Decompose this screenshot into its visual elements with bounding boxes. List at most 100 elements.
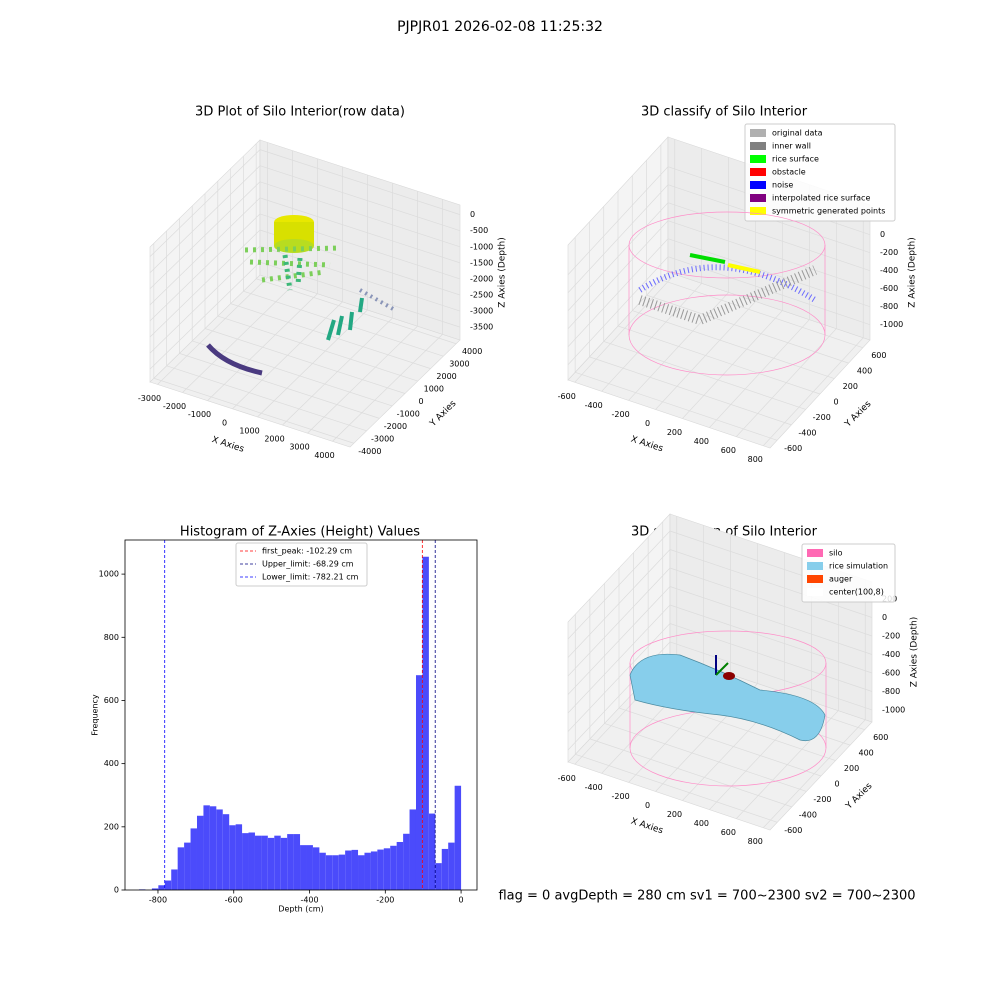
bar [390,845,397,890]
y-tick-label: -200 [813,413,831,422]
grid-line [575,371,778,441]
legend-swatch [807,549,823,557]
legend-label: first_peak: -102.29 cm [262,547,352,556]
grid-line [567,530,671,640]
grid-line [149,245,261,354]
grid-line [256,278,457,345]
legend-swatch [807,562,823,570]
x-tick-label: -600 [225,896,243,905]
legend-swatch [750,129,766,137]
grid-line [567,586,671,695]
bar [254,835,262,890]
grid-line [149,229,261,338]
y-tick-label: -1000 [397,409,420,418]
bar [454,785,462,890]
bar [203,805,210,890]
bar [216,809,223,890]
grid-line [153,377,354,444]
grid-line [179,353,380,419]
grid-line [149,181,261,290]
y-tick-label: 600 [104,696,119,705]
deco-shape [689,253,726,264]
z-tick-label: 0 [880,230,885,239]
bar [338,854,346,890]
back-pane [259,139,461,341]
grid-line [667,238,871,308]
z-axis-label: Z Axies (Depth) [908,237,918,308]
y-tick-label: 600 [873,733,888,742]
x-tick-label: -600 [558,774,576,783]
x-tick-label: -200 [612,792,630,801]
x-tick-label: 0 [459,896,464,905]
bar [229,825,236,890]
bar [306,845,313,890]
grid-line [667,220,871,290]
x-tick-label: 0 [645,801,650,810]
x-tick-label: 600 [721,828,736,837]
legend-box [744,123,896,222]
y-tick-label: -3000 [371,434,394,443]
deco-shape [244,245,341,283]
bar [345,850,352,890]
deco-shape [638,264,817,303]
legend-label: rice surface [772,155,819,164]
grid-line [669,549,873,618]
bar [293,834,301,890]
x-tick-label: 800 [748,837,763,846]
z-tick-label: -3000 [470,307,493,316]
bar [196,815,204,890]
bar [332,855,339,890]
deco-shape [723,672,735,680]
footer-text: flag = 0 avgDepth = 280 cm sv1 = 700~230… [498,889,915,904]
z-tick-label: -1000 [880,320,903,329]
x-tick-label: 2000 [264,435,284,444]
grid-line [660,279,863,349]
bar [448,842,455,890]
bar [222,814,230,890]
legend-swatch [750,155,766,163]
bar [209,806,217,890]
grid-line [259,165,461,232]
y-tick-label: 400 [857,367,872,376]
x-tick-label: 1000 [239,426,259,435]
y-tick-label: 1000 [99,570,119,579]
bar [415,675,423,890]
grid-line [669,567,873,637]
bar [428,813,436,890]
x-tick-label: 400 [694,819,709,828]
y-tick-label: 600 [871,351,886,360]
bar [351,849,359,890]
z-tick-label: -600 [882,668,900,677]
z-tick-label: -600 [880,284,898,293]
x-tick-label: -3000 [138,394,161,403]
y-tick-label: 3000 [449,360,469,369]
bar [184,842,191,890]
x-tick-label: 600 [721,446,736,455]
deco-shape [359,288,396,312]
deco-shape [282,254,303,291]
deco-shape [206,343,263,376]
y-tick-label: 200 [104,822,119,831]
legend-box [235,542,368,587]
bar [312,847,320,890]
bar [267,837,275,890]
grid-line [149,149,261,257]
grid-line [192,340,393,407]
legend-label: noise [772,181,793,190]
y-axis-label: Frequency [91,694,100,736]
legend-swatch [750,181,766,189]
legend-swatch [807,575,823,583]
bar [364,852,371,890]
grid-line [567,184,669,293]
grid-line [259,181,461,248]
grid-line [669,641,873,711]
grid-line [204,328,406,394]
bar [235,824,243,890]
plot-frame [124,539,478,891]
x-tick-label: -400 [300,896,318,905]
x-tick-label: -600 [558,392,576,401]
z-tick-label: -1000 [882,705,905,714]
y-tick-label: 200 [844,764,859,773]
legend-label: obstacle [772,168,806,177]
x-tick-label: -400 [585,783,603,792]
